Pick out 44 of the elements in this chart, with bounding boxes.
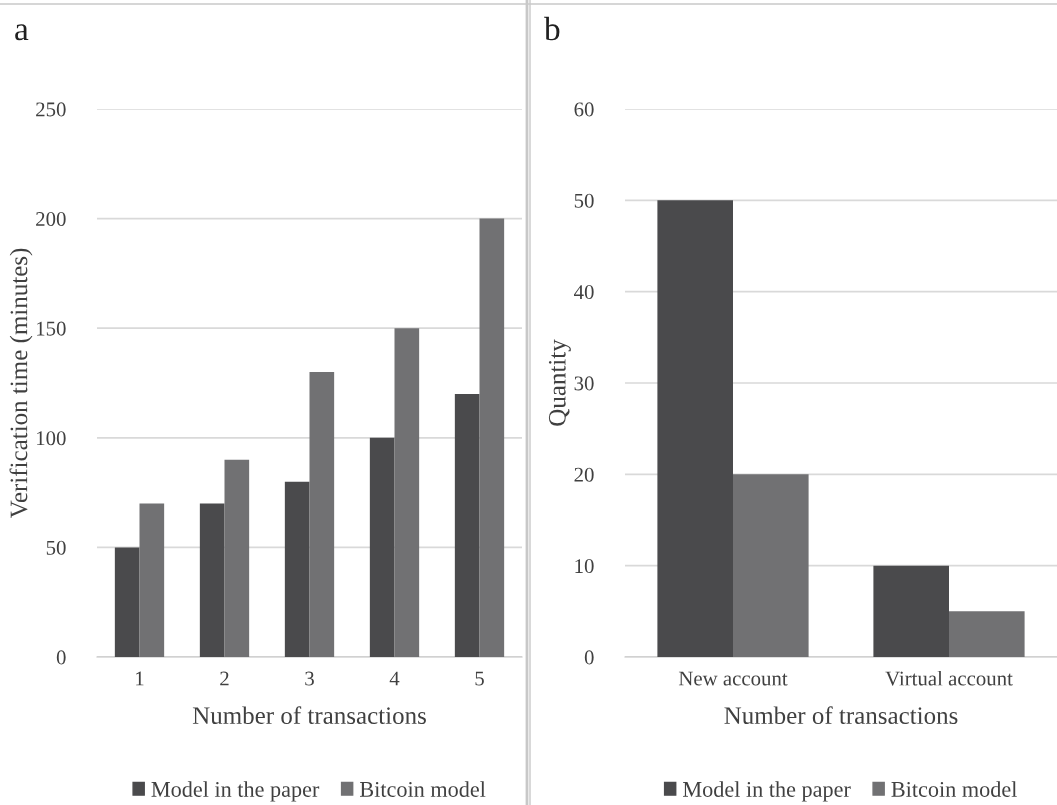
bar [733,474,809,657]
y-tick-label: 60 [574,102,594,117]
legend-label: Model in the paper [683,781,851,802]
bar [369,437,395,657]
bar [873,565,949,657]
x-tick-label: New account [678,671,788,686]
bar [309,372,335,657]
y-tick-label: 10 [575,559,594,574]
y-tick-label: 250 [36,102,66,117]
x-tick-label: 3 [305,671,314,686]
legend-label: Bitcoin model [891,781,1017,797]
y-axis-title: Quantity [548,339,571,426]
x-tick-label: 5 [475,671,484,686]
bar [949,611,1025,657]
y-tick-label: 150 [37,321,66,336]
y-tick-label: 100 [37,431,66,446]
x-tick-label: Virtual account [885,670,1013,686]
x-axis-title: Number of transactions [724,706,958,725]
y-tick-label: 50 [46,540,66,555]
y-tick-label: 20 [574,467,594,482]
y-axis-title: Verification time (minutes) [9,248,33,519]
bar [139,503,165,657]
bar [224,459,250,657]
y-tick-label: 0 [584,650,594,665]
bar [114,547,140,657]
y-tick-label: 40 [574,285,594,300]
y-tick-label: 200 [36,211,66,227]
bar [454,393,480,657]
legend-label: Bitcoin model [360,781,486,797]
x-tick-label: 4 [389,671,400,686]
y-tick-label: 50 [574,193,594,208]
chart-title: a [15,24,29,41]
bar [479,218,505,657]
y-tick-label: 0 [56,650,66,665]
bar [394,328,420,657]
x-tick-label: 1 [136,671,144,686]
bar [657,200,733,657]
bar [199,503,225,657]
y-tick-label: 30 [574,376,594,391]
bar [284,481,310,657]
legend-label: Model in the paper [151,781,320,802]
chart-title: b [544,16,560,41]
x-tick-label: 2 [220,671,229,686]
x-axis-title: Number of transactions [192,706,426,725]
